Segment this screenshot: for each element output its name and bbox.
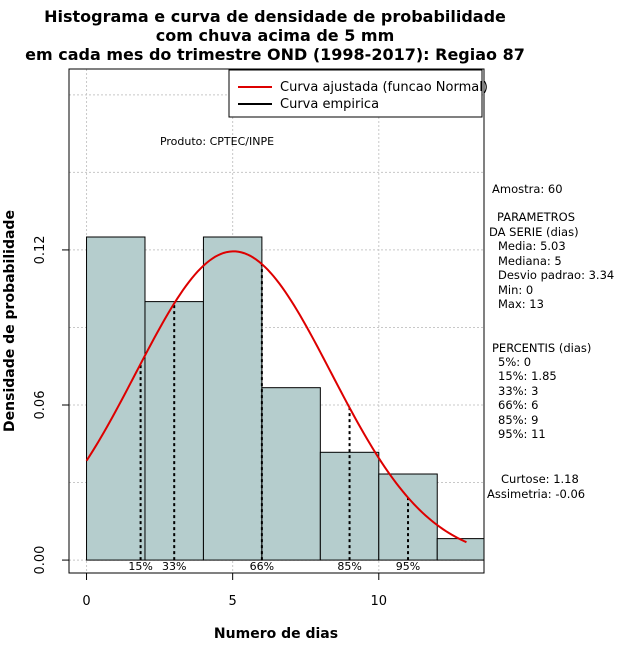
normal-curve	[85, 250, 467, 544]
chart-title-line-3: em cada mes do trimestre OND (1998-2017)…	[25, 45, 525, 64]
stat-mediana: Mediana: 5	[498, 254, 562, 268]
stat-max: Max: 13	[498, 297, 544, 311]
y-tick-label-0: 0.00	[33, 546, 48, 575]
product-annotation: Produto: CPTEC/INPE	[160, 135, 274, 148]
chart-title-line-2: com chuva acima de 5 mm	[156, 26, 395, 45]
y-tick-label-1: 0.06	[33, 391, 48, 420]
histogram-bar-4	[319, 451, 380, 561]
stat-perc-title: PERCENTIS (dias)	[492, 341, 592, 355]
legend: Curva ajustada (funcao Normal) Curva emp…	[228, 69, 488, 118]
histogram-bar-0	[86, 236, 146, 561]
y-tick-label-2: 0.12	[33, 235, 48, 264]
stat-p66: 66%: 6	[498, 398, 539, 412]
stat-p33: 33%: 3	[498, 384, 539, 398]
histogram-bar-2	[202, 236, 263, 561]
percentile-label-3: 85%	[337, 560, 361, 573]
percentile-label-4: 95%	[396, 560, 420, 573]
x-tick-label-0: 0	[82, 594, 90, 609]
stat-p15: 15%: 1.85	[498, 369, 557, 383]
legend-label-fitted: Curva ajustada (funcao Normal)	[280, 80, 488, 95]
x-tick-label-1: 5	[229, 594, 237, 609]
stat-p95: 95%: 11	[498, 427, 546, 441]
legend-box	[228, 69, 483, 118]
histogram-bar-6	[436, 538, 485, 561]
percentile-labels: 15% 33% 66% 85% 95%	[128, 560, 420, 573]
stat-min: Min: 0	[498, 283, 534, 297]
plot-frame	[68, 68, 485, 574]
percentile-lines	[139, 264, 410, 561]
stat-p85: 85%: 9	[498, 413, 539, 427]
stat-assimetria: Assimetria: -0.06	[487, 487, 586, 501]
axis-ticks: 0 5 10 0.00 0.06 0.12	[33, 235, 387, 609]
percentile-label-2: 66%	[250, 560, 274, 573]
stat-p5: 5%: 0	[498, 355, 532, 369]
stat-amostra: Amostra: 60	[492, 182, 563, 196]
stat-params-title-1: PARAMETROS	[497, 210, 576, 224]
chart-title-line-1: Histograma e curva de densidade de proba…	[44, 7, 506, 26]
stat-curtose: Curtose: 1.18	[501, 472, 579, 486]
x-tick-label-2: 10	[371, 594, 388, 609]
stat-desvio: Desvio padrao: 3.34	[498, 268, 615, 282]
percentile-label-0: 15%	[128, 560, 152, 573]
x-axis-label: Numero de dias	[214, 626, 338, 642]
stat-media: Media: 5.03	[498, 239, 566, 253]
histogram-bars	[86, 236, 485, 561]
histogram-bar-3	[261, 387, 321, 561]
percentile-label-1: 33%	[162, 560, 186, 573]
stat-params-title-2: DA SERIE (dias)	[489, 225, 579, 239]
y-axis-label: Densidade de probabilidade	[2, 210, 18, 432]
legend-label-empirical: Curva empirica	[280, 97, 379, 112]
